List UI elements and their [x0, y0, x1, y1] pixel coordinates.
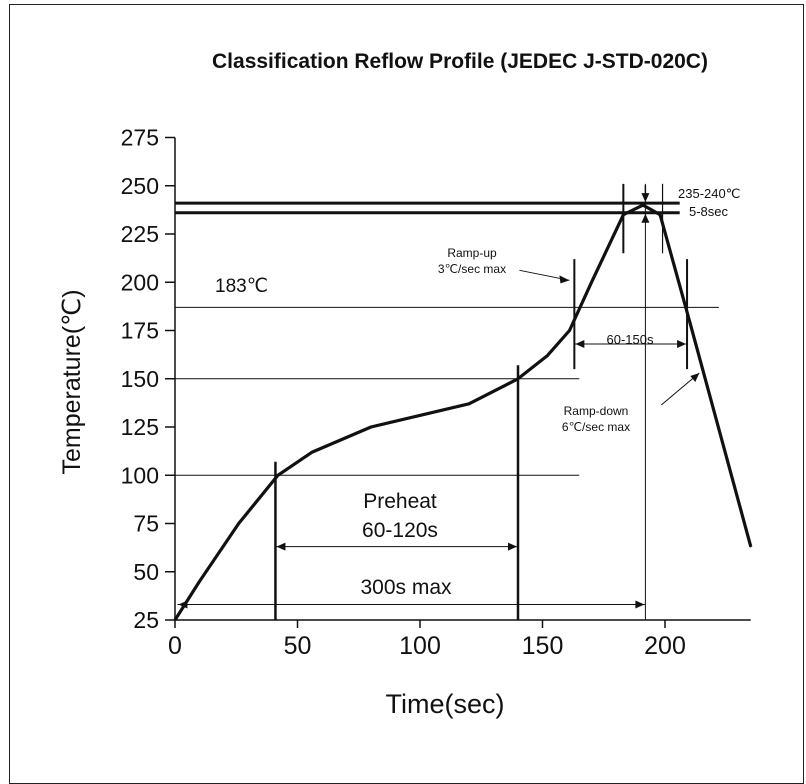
total-arrow-right	[635, 600, 645, 609]
data-point	[622, 213, 625, 216]
data-point	[198, 580, 201, 583]
annotation-preheat-time: 60-120s	[362, 519, 438, 542]
x-tick-label: 50	[284, 632, 312, 660]
y-axis-label: Temperature(℃)	[58, 289, 86, 474]
y-tick-label: 75	[133, 511, 159, 537]
annotation-ramp-up-1: Ramp-up	[447, 246, 497, 260]
liquidus-arrow-right	[677, 340, 687, 349]
preheat-arrow-right	[508, 542, 517, 551]
annotation-ramp-down-1: Ramp-down	[564, 404, 629, 418]
data-point	[277, 474, 279, 477]
x-tick-label: 0	[168, 632, 182, 660]
annotation-peak-time: 5-8sec	[689, 204, 729, 219]
liquidus-arrow-left	[575, 340, 585, 349]
y-tick-label: 100	[121, 462, 159, 488]
y-tick-label: 175	[121, 318, 159, 344]
ramp-down-pointer-head	[690, 372, 700, 382]
data-point	[568, 329, 571, 332]
reference-lines	[175, 201, 719, 476]
x-tick-label: 100	[399, 632, 441, 660]
annotation-ramp-up-2: 3℃/sec max	[438, 262, 506, 276]
annotation-arrows	[177, 185, 700, 609]
data-point	[468, 403, 470, 405]
data-point	[659, 213, 661, 216]
annotation-183: 183℃	[215, 276, 268, 297]
y-tick-label: 250	[121, 173, 159, 199]
reflow-profile-chart: Classification Reflow Profile (JEDEC J-S…	[58, 50, 753, 719]
y-tick-label: 275	[121, 125, 159, 151]
annotation-preheat: Preheat	[363, 490, 437, 513]
data-point	[642, 204, 644, 206]
y-tick-label: 25	[133, 607, 159, 633]
y-ticks: 25 50 75 100 125 150 175 200 225 250 275	[121, 125, 175, 633]
x-ticks: 0 50 100 150 200	[168, 620, 686, 660]
chart-title: Classification Reflow Profile (JEDEC J-S…	[212, 50, 708, 73]
y-tick-label: 125	[121, 414, 159, 440]
y-tick-label: 50	[133, 559, 159, 585]
data-point	[517, 377, 519, 380]
chart-frame	[9, 4, 804, 784]
annotation-ramp-down-2: 6℃/sec max	[562, 420, 630, 434]
x-tick-label: 150	[522, 632, 564, 660]
data-point	[237, 522, 240, 525]
y-tick-label: 200	[121, 269, 159, 295]
data-point	[590, 281, 593, 284]
y-tick-label: 150	[121, 366, 159, 392]
y-tick-label: 225	[121, 221, 159, 247]
data-point	[688, 320, 691, 322]
annotation-peak-range: 235-240℃	[678, 186, 740, 201]
data-point	[749, 545, 752, 548]
marker-lines	[274, 183, 689, 620]
x-axis-label: Time(sec)	[386, 689, 505, 719]
ramp-up-pointer-head	[559, 275, 570, 284]
data-point	[311, 451, 314, 453]
data-point	[370, 426, 372, 428]
x-tick-label: 200	[644, 632, 686, 660]
annotation-300s-max: 300s max	[360, 576, 452, 599]
series-line-0	[173, 203, 753, 621]
data-point	[546, 354, 549, 357]
peak-arrow-down	[641, 193, 650, 203]
annotation-60-150s: 60-150s	[607, 332, 654, 347]
peak-arrow-up	[641, 213, 650, 223]
preheat-arrow-left	[276, 542, 286, 551]
